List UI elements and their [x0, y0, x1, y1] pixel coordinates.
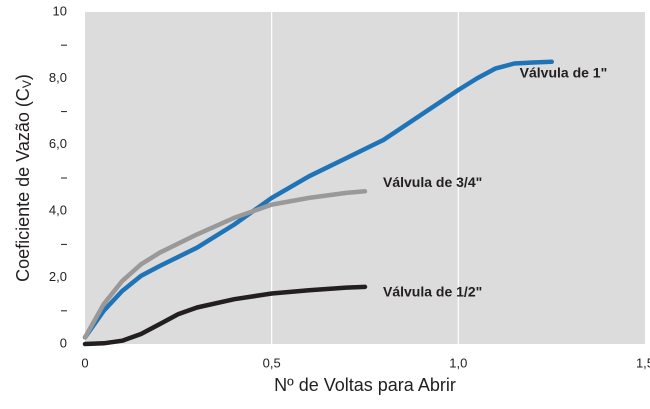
series-line [82, 59, 554, 340]
y-tick-label: 6,0 [49, 136, 67, 151]
series-line [82, 189, 368, 340]
y-axis-title: Coeficiente de Vazão (CV) [13, 74, 34, 282]
x-axis-title: Nº de Voltas para Abrir [274, 375, 456, 395]
y-tick-label: 10 [53, 3, 67, 18]
plot-background [85, 12, 645, 344]
y-tick-label: 0 [60, 335, 67, 350]
x-tick-label: 0 [81, 355, 88, 370]
series-label: Válvula de 1/2" [383, 284, 482, 300]
x-tick-label: 0,5 [263, 355, 281, 370]
x-tick-label: 1,0 [449, 355, 467, 370]
x-tick-label: 1,5 [636, 355, 650, 370]
y-tick-label: 8,0 [49, 70, 67, 85]
y-tick-label: 2,0 [49, 269, 67, 284]
y-tick-label: 4,0 [49, 203, 67, 218]
series-line [82, 284, 368, 347]
series-label: Válvula de 3/4" [383, 174, 482, 190]
series-label: Válvula de 1" [520, 65, 608, 81]
